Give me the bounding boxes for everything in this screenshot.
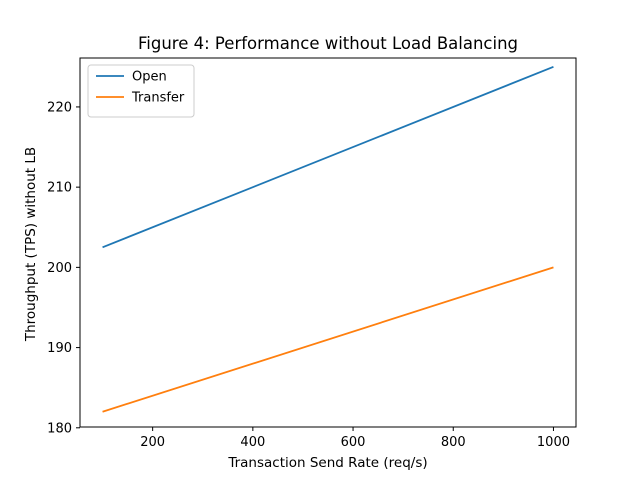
x-axis-label: Transaction Send Rate (req/s) xyxy=(227,455,427,471)
x-tick-label: 400 xyxy=(240,435,265,450)
x-tick-label: 1000 xyxy=(537,435,570,450)
y-tick-label: 220 xyxy=(47,100,72,115)
y-axis-label: Throughput (TPS) without LB xyxy=(23,147,39,342)
x-tick-label: 600 xyxy=(341,435,366,450)
tick-layer: 200 400 600 800 1000 180 190 200 210 220 xyxy=(47,100,570,450)
y-tick-label: 210 xyxy=(47,181,72,196)
legend-label-open: Open xyxy=(132,70,167,85)
series-layer xyxy=(102,65,554,413)
x-tick-label: 800 xyxy=(441,435,466,450)
y-tick-label: 200 xyxy=(47,261,72,276)
y-tick-label: 180 xyxy=(47,421,72,436)
x-tick-label: 200 xyxy=(140,435,165,450)
legend: Open Transfer xyxy=(87,64,195,118)
series-line-open xyxy=(102,65,554,249)
legend-label-transfer: Transfer xyxy=(131,91,185,106)
legend-box xyxy=(87,64,195,118)
plot-area-frame xyxy=(79,57,577,428)
y-tick-label: 190 xyxy=(47,341,72,356)
series-line-transfer xyxy=(102,266,554,413)
chart-title: Figure 4: Performance without Load Balan… xyxy=(138,34,518,53)
